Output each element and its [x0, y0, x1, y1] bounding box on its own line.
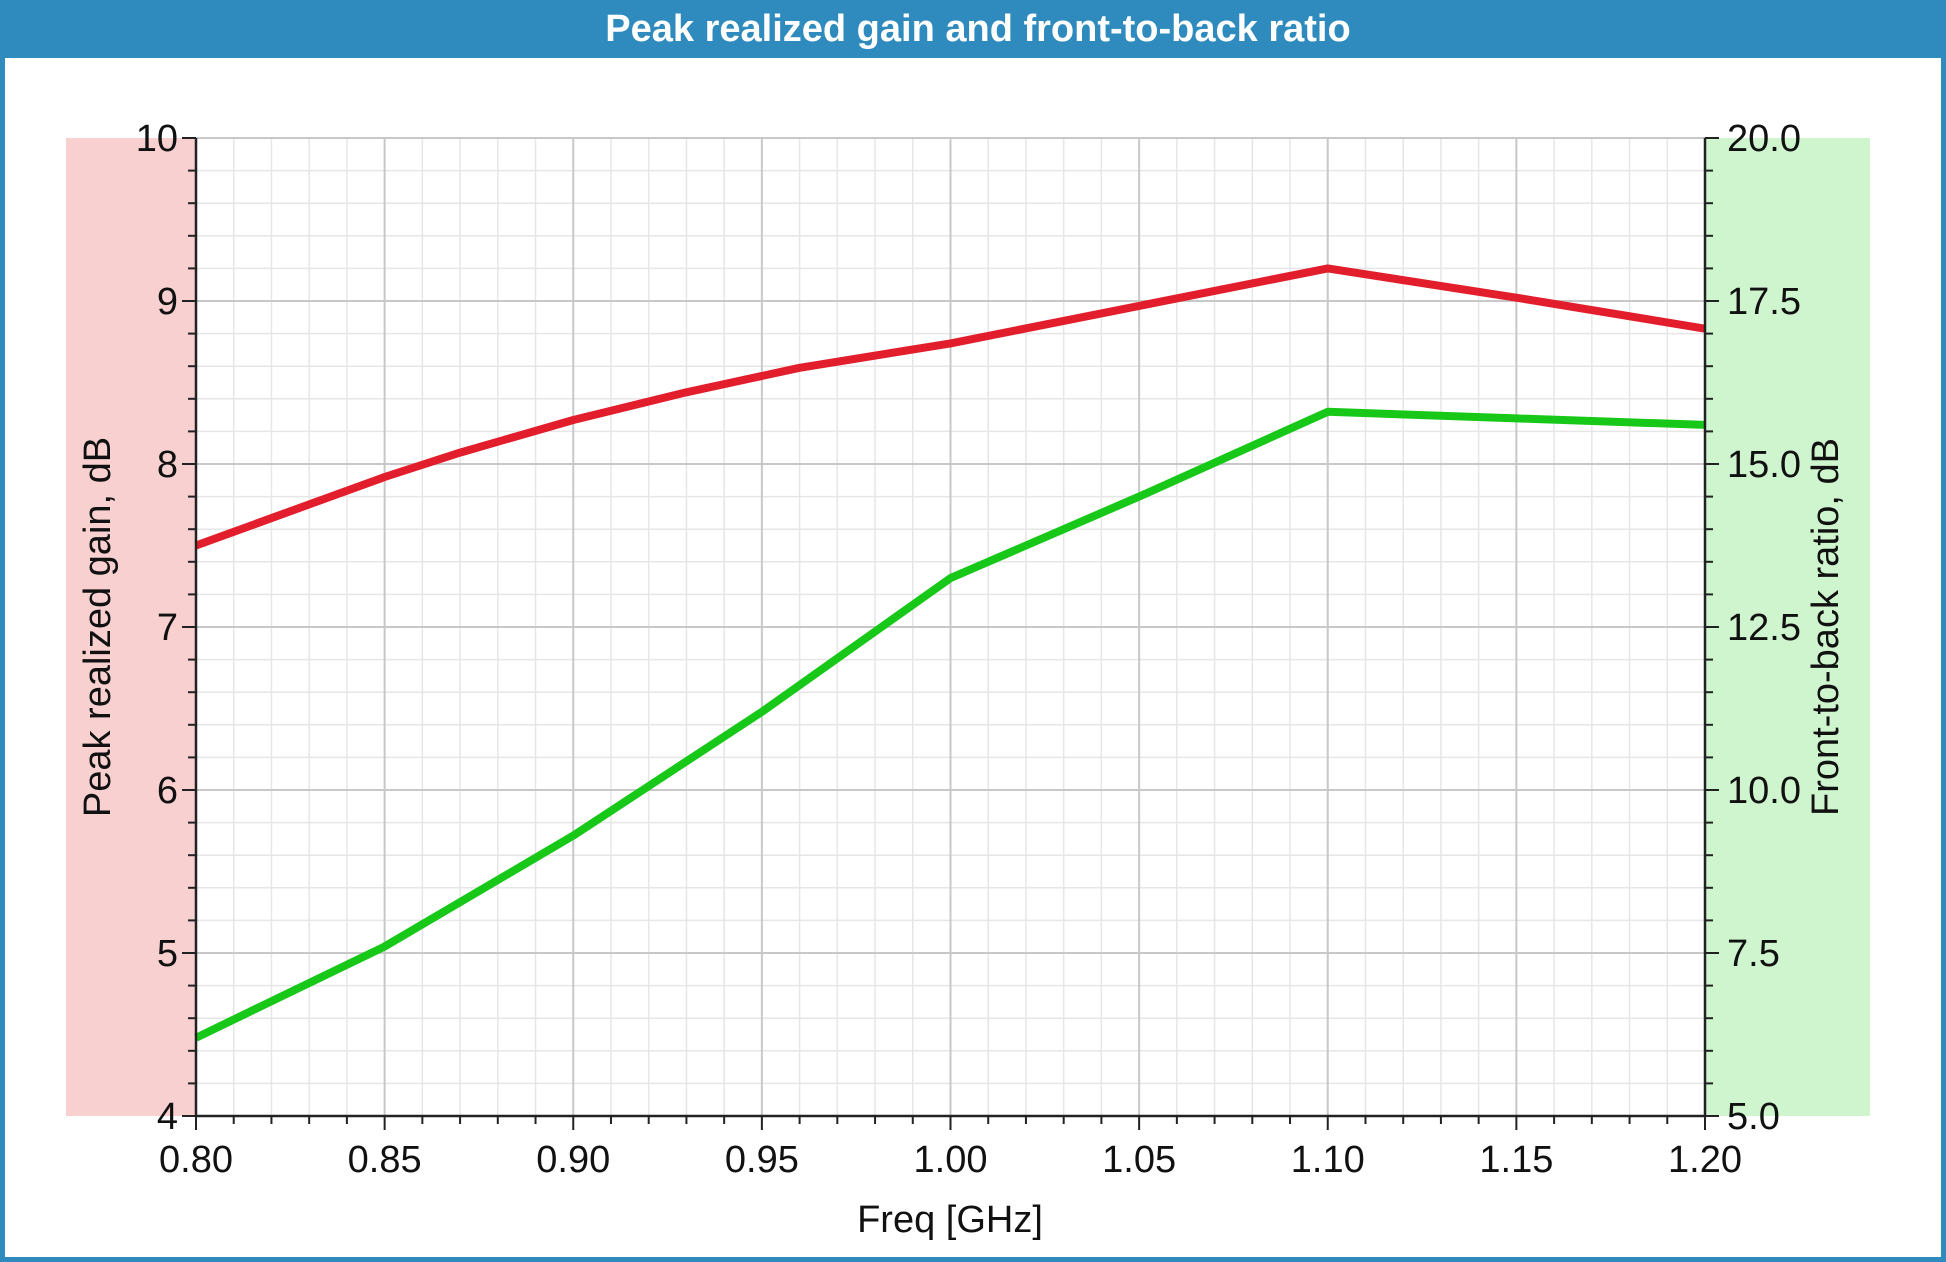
left-tick-label: 4 [157, 1096, 178, 1138]
left-tick-label: 6 [157, 770, 178, 812]
x-tick-label: 1.15 [1479, 1139, 1553, 1181]
x-tick-label: 1.00 [914, 1139, 988, 1181]
gain-line [194, 264, 1706, 550]
right-tick-label: 7.5 [1727, 933, 1780, 975]
x-tick-label: 0.95 [725, 1139, 799, 1181]
right-tick-label: 17.5 [1727, 281, 1801, 323]
gain-axis-band [66, 138, 196, 1116]
x-tick-label: 0.85 [348, 1139, 422, 1181]
right-tick-label: 10.0 [1727, 770, 1801, 812]
left-tick-label: 5 [157, 933, 178, 975]
left-tick-label: 7 [157, 607, 178, 649]
left-tick-label: 8 [157, 444, 178, 486]
right-tick-label: 20.0 [1727, 118, 1801, 160]
right-tick-label: 5.0 [1727, 1096, 1780, 1138]
left-axis-title: Peak realized gain, dB [77, 437, 119, 817]
x-tick-label: 1.10 [1291, 1139, 1365, 1181]
axes-layer [182, 137, 1719, 1130]
left-tick-label: 10 [136, 118, 178, 160]
chart-title: Peak realized gain and front-to-back rat… [5, 0, 1946, 58]
left-tick-label: 9 [157, 281, 178, 323]
tick-labels: 0.80 0.85 0.90 0.95 1.00 1.05 1.10 1.15 1.20 4 5 6 7… [136, 118, 1801, 1181]
series-layer [194, 264, 1706, 1042]
right-tick-label: 12.5 [1727, 607, 1801, 649]
right-axis-title: Front-to-back ratio, dB [1805, 438, 1847, 816]
ftb-ratio-line [194, 407, 1706, 1042]
x-tick-label: 0.90 [536, 1139, 610, 1181]
x-tick-label: 1.20 [1668, 1139, 1742, 1181]
x-tick-label: 1.05 [1102, 1139, 1176, 1181]
x-axis-title: Freq [GHz] [857, 1199, 1043, 1241]
x-tick-label: 0.80 [159, 1139, 233, 1181]
ftb-axis-band [1705, 138, 1870, 1116]
right-tick-label: 15.0 [1727, 444, 1801, 486]
